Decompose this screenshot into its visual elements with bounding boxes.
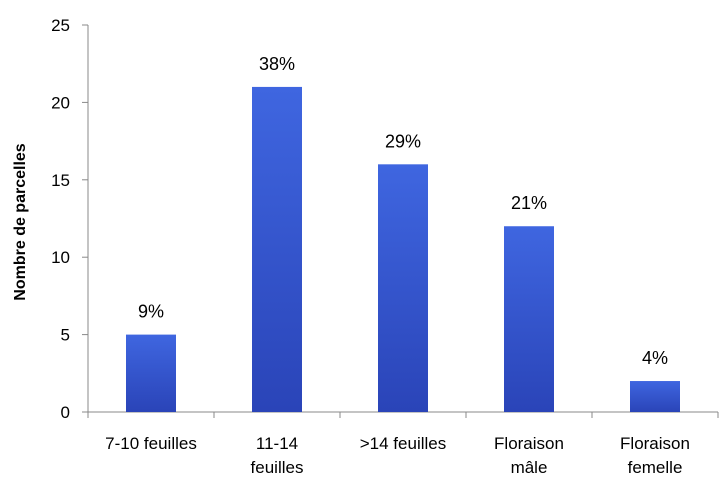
bar (630, 381, 680, 412)
y-tick-label: 5 (61, 326, 70, 345)
x-axis: 7-10 feuilles 11-14 feuilles >14 feuilles Fl… (87, 411, 719, 477)
bar-data-label: 4% (642, 348, 668, 368)
bar-data-label: 9% (138, 302, 164, 322)
y-tick-label: 25 (51, 16, 70, 35)
bar (252, 86, 302, 413)
x-category-label: Floraison femelle (620, 434, 690, 477)
y-tick-label: 15 (51, 171, 70, 190)
bar (378, 164, 428, 412)
y-axis-title: Nombre de parcelles (12, 143, 29, 301)
y-tick-label: 20 (51, 93, 70, 112)
bar (126, 334, 176, 412)
y-axis: 0 5 10 15 20 25 (51, 16, 89, 422)
data-labels: 9% 38% 29% 21% 4% (138, 54, 668, 368)
x-category-label: Floraison mâle (494, 434, 564, 477)
x-category-label: 7-10 feuilles (105, 434, 197, 453)
y-tick-label: 10 (51, 248, 70, 267)
x-category-label: >14 feuilles (360, 434, 446, 453)
bars (126, 86, 680, 413)
bar-data-label: 38% (259, 54, 295, 74)
x-category-label: 11-14 feuilles (251, 434, 304, 477)
bar-data-label: 21% (511, 193, 547, 213)
bar (504, 226, 554, 412)
y-tick-label: 0 (61, 403, 70, 422)
bar-data-label: 29% (385, 131, 421, 151)
